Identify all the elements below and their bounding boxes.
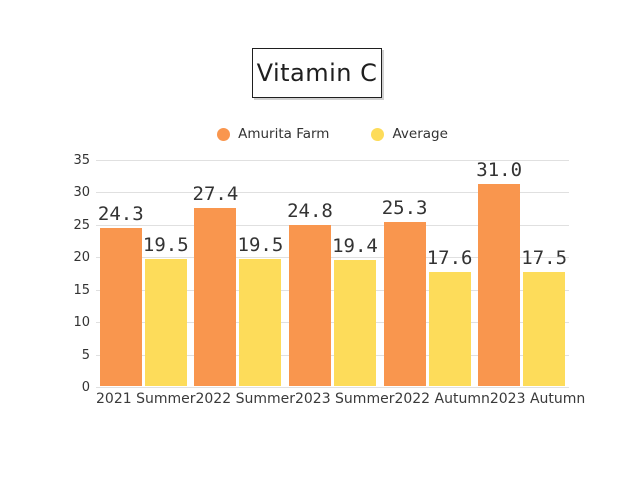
bar-group-5: 31.0 17.5 <box>474 159 569 388</box>
y-tick-label: 25 <box>73 218 90 233</box>
bar-value-label: 25.3 <box>381 197 428 219</box>
bar-value-label: 31.0 <box>476 159 523 181</box>
x-tick-label: 2023 Summer <box>294 391 395 407</box>
bar-amurita-farm: 25.3 <box>382 197 427 386</box>
bar-group-1: 24.3 19.5 <box>96 160 191 388</box>
bar-value-label: 27.4 <box>192 183 239 205</box>
legend-dot-icon <box>217 127 231 141</box>
gridline <box>96 160 569 161</box>
bar-group-4: 25.3 17.6 <box>380 160 475 388</box>
legend: Amurita Farm Average <box>96 124 569 144</box>
bar-group-3: 24.8 19.4 <box>285 160 380 388</box>
gridline <box>96 355 569 356</box>
gridline <box>96 192 569 193</box>
bar-value-label: 17.5 <box>521 247 568 269</box>
bar-amurita-farm: 24.3 <box>98 203 144 386</box>
bar-average: 19.5 <box>143 234 189 386</box>
y-tick-label: 20 <box>73 250 90 265</box>
legend-dot-icon <box>371 127 385 141</box>
y-tick-label: 5 <box>81 348 90 363</box>
chart-title-box: Vitamin C <box>252 48 382 98</box>
legend-item-0: Amurita Farm <box>217 126 329 142</box>
legend-label: Average <box>392 126 448 142</box>
bar-value-label: 19.4 <box>332 235 378 257</box>
bar-average: 17.6 <box>427 247 472 386</box>
y-tick-label: 0 <box>81 380 90 395</box>
x-tick-label: 2023 Autumn <box>489 391 586 407</box>
bar-value-label: 24.3 <box>97 203 144 225</box>
gridline <box>96 225 569 226</box>
y-tick-label: 10 <box>73 315 90 330</box>
x-tick-label: 2021 Summer <box>96 391 196 407</box>
bar-value-label: 19.5 <box>142 234 189 256</box>
gridline <box>96 387 569 388</box>
x-tick-label: 2022 Autumn <box>394 391 490 407</box>
chart-title: Vitamin C <box>256 59 378 87</box>
bar-amurita-farm: 27.4 <box>193 183 238 386</box>
gridline <box>96 257 569 258</box>
plot-area: 24.3 19.5 27.4 19.5 24.8 19.4 25.3 17.6 31.0 17.5 <box>96 159 569 388</box>
bar-amurita-farm: 24.8 <box>287 200 333 386</box>
bar-average: 19.5 <box>238 234 283 386</box>
gridline <box>96 290 569 291</box>
gridline <box>96 322 569 323</box>
bar-value-label: 17.6 <box>426 247 473 269</box>
bar-value-label: 19.5 <box>237 234 284 256</box>
x-axis: 2021 Summer 2022 Summer 2023 Summer 2022 Au… <box>96 391 585 407</box>
bar-average: 19.4 <box>332 235 378 386</box>
bar-average: 17.5 <box>521 247 567 386</box>
x-tick-label: 2022 Summer <box>195 391 295 407</box>
bar-amurita-farm: 31.0 <box>476 159 522 386</box>
bar-group-2: 27.4 19.5 <box>191 160 286 388</box>
legend-item-1: Average <box>371 126 448 142</box>
y-tick-label: 15 <box>73 283 90 298</box>
y-tick-label: 35 <box>73 153 90 168</box>
y-tick-label: 30 <box>73 185 90 200</box>
bar-value-label: 24.8 <box>287 200 333 222</box>
y-axis: 0 5 10 15 20 25 30 35 <box>0 153 90 395</box>
legend-label: Amurita Farm <box>238 126 330 142</box>
